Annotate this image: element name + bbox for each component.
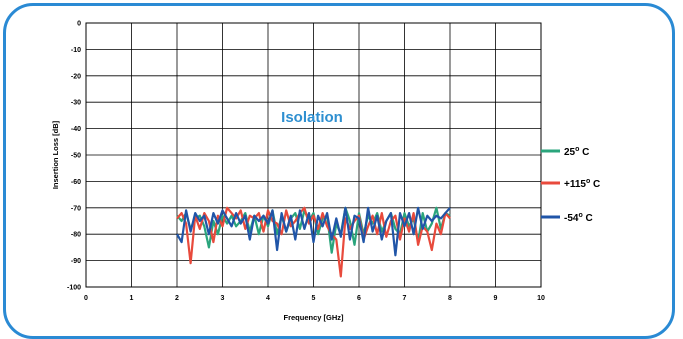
plot-border: [85, 22, 542, 288]
x-tick-label: 1: [130, 295, 134, 302]
x-tick-label: 8: [448, 295, 452, 302]
y-tick-label: -20: [71, 73, 81, 80]
x-tick-label: 3: [221, 295, 225, 302]
y-axis-title: Insertion Loss [dB]: [51, 120, 60, 189]
plot-grid: [85, 22, 542, 288]
series-line-1: [176, 206, 451, 254]
x-axis-title: Frequency [GHz]: [283, 313, 344, 322]
y-tick-label: -30: [71, 100, 81, 107]
y-tick-label: -80: [71, 232, 81, 239]
series-line-3: [176, 206, 451, 257]
legend: 25o C +115o C -54o C: [541, 146, 600, 224]
y-axis-ticks: 0 -10 -20 -30 -40 -50 -60 -70 -80 -90 -100: [67, 21, 81, 292]
x-tick-label: 2: [175, 295, 179, 302]
x-tick-label: 0: [84, 295, 88, 302]
y-tick-label: -90: [71, 258, 81, 265]
x-tick-label: 7: [403, 295, 407, 302]
x-tick-label: 6: [357, 295, 361, 302]
series-lines: [176, 206, 451, 278]
y-tick-label: -40: [71, 126, 81, 133]
isolation-chart: 0 -10 -20 -30 -40 -50 -60 -70 -80 -90 -100 0 1 2 3 4 5 6…: [51, 21, 600, 323]
x-axis-ticks: 0 1 2 3 4 5 6 7 8 9 10: [84, 295, 545, 302]
x-tick-label: 10: [537, 295, 545, 302]
y-tick-label: -10: [71, 47, 81, 54]
x-tick-label: 4: [266, 295, 270, 302]
isolation-annotation: Isolation: [281, 109, 343, 126]
y-tick-label: -60: [71, 179, 81, 186]
series-line-2: [176, 206, 451, 278]
y-tick-label: -100: [67, 285, 81, 292]
legend-label: +115o C: [564, 178, 600, 190]
y-tick-label: -50: [71, 153, 81, 160]
legend-label: 25o C: [564, 146, 589, 158]
legend-label: -54o C: [564, 212, 593, 224]
y-tick-label: -70: [71, 205, 81, 212]
x-tick-label: 5: [312, 295, 316, 302]
y-tick-label: 0: [77, 21, 81, 28]
x-tick-label: 9: [494, 295, 498, 302]
